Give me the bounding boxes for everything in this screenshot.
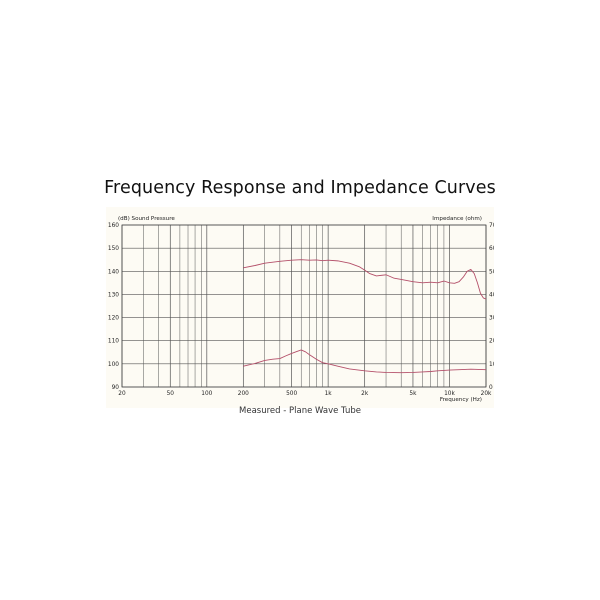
x-tick-label: 1k [325, 391, 333, 397]
x-tick-label: 200 [238, 391, 249, 397]
chart-caption: Measured - Plane Wave Tube [239, 406, 361, 416]
tick-labels: 90 100 110 120 130 140 150 160 0 10 20 30 40 50 60 70 20… [108, 223, 497, 397]
x-tick-label: 2k [361, 391, 369, 397]
chart-area: 90 100 110 120 130 140 150 160 0 10 20 30 40 50 60 70 20… [106, 207, 497, 408]
x-axis-label: Frequency (Hz) [440, 397, 482, 403]
y-left-tick-label: 150 [108, 246, 119, 252]
y-left-tick-label: 90 [112, 385, 120, 391]
y-right-tick-label: 30 [489, 316, 494, 322]
x-tick-label: 5k [409, 391, 417, 397]
x-tick-label: 10k [444, 391, 455, 397]
y-right-tick-label: 50 [489, 269, 494, 275]
y-right-tick-label: 70 [489, 223, 494, 229]
plot-border [121, 224, 487, 388]
x-tick-label: 50 [167, 391, 175, 397]
y-left-tick-label: 110 [108, 339, 119, 345]
x-tick-label: 20k [481, 391, 492, 397]
y-left-tick-label: 160 [108, 223, 119, 229]
x-tick-label: 20 [118, 391, 126, 397]
y-right-tick-label: 40 [489, 292, 494, 298]
y-right-tick-label: 10 [489, 362, 494, 368]
chart-title: Frequency Response and Impedance Curves [104, 178, 496, 198]
y-left-tick-label: 140 [108, 269, 119, 275]
impedance-curve [243, 349, 487, 374]
y-right-tick-label: 60 [489, 246, 494, 252]
y-right-tick-label: 0 [489, 385, 493, 391]
y-left-tick-label: 130 [108, 292, 119, 298]
left-axis-label: (dB) Sound Pressure [118, 216, 175, 222]
sound-pressure-curve [243, 259, 487, 300]
series-lines [243, 259, 487, 374]
y-left-tick-label: 100 [108, 362, 119, 368]
right-axis-label: Impedance (ohm) [432, 216, 482, 222]
frequency-impedance-chart: 90 100 110 120 130 140 150 160 0 10 20 30 40 50 60 70 20… [108, 216, 497, 403]
x-tick-label: 100 [201, 391, 212, 397]
y-left-tick-label: 120 [108, 316, 119, 322]
grid-lines [121, 224, 487, 388]
y-right-tick-label: 20 [489, 339, 494, 345]
x-tick-label: 500 [286, 391, 297, 397]
